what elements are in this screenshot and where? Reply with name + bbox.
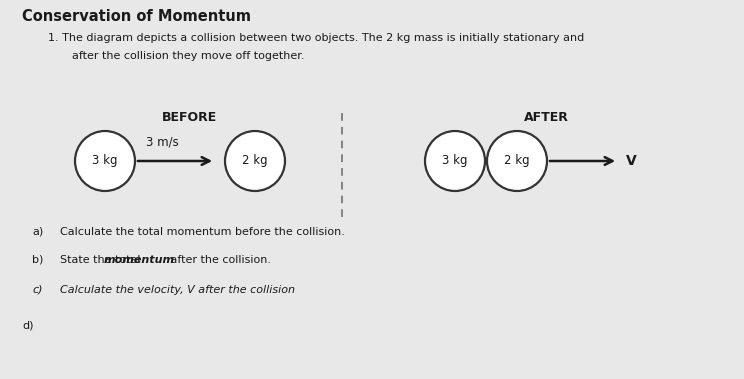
Text: Calculate the velocity, V after the collision: Calculate the velocity, V after the coll… <box>60 285 295 295</box>
Circle shape <box>75 131 135 191</box>
Text: 2 kg: 2 kg <box>243 155 268 168</box>
Text: 3 kg: 3 kg <box>442 155 468 168</box>
Text: State the total: State the total <box>60 255 144 265</box>
Circle shape <box>425 131 485 191</box>
Text: Calculate the total momentum before the collision.: Calculate the total momentum before the … <box>60 227 345 237</box>
Text: after the collision they move off together.: after the collision they move off togeth… <box>72 51 304 61</box>
Text: a): a) <box>32 227 43 237</box>
Text: momentum: momentum <box>103 255 175 265</box>
Text: 3 m/s: 3 m/s <box>146 136 179 149</box>
Text: V: V <box>626 154 637 168</box>
Text: Conservation of Momentum: Conservation of Momentum <box>22 9 251 24</box>
Text: AFTER: AFTER <box>524 111 568 124</box>
Text: b): b) <box>32 255 43 265</box>
Text: d): d) <box>22 321 33 331</box>
Text: 1. The diagram depicts a collision between two objects. The 2 kg mass is initial: 1. The diagram depicts a collision betwe… <box>48 33 584 43</box>
Text: after the collision.: after the collision. <box>167 255 271 265</box>
Text: 3 kg: 3 kg <box>92 155 118 168</box>
Circle shape <box>487 131 547 191</box>
Text: c): c) <box>32 285 42 295</box>
Text: 2 kg: 2 kg <box>504 155 530 168</box>
Text: BEFORE: BEFORE <box>162 111 218 124</box>
Circle shape <box>225 131 285 191</box>
